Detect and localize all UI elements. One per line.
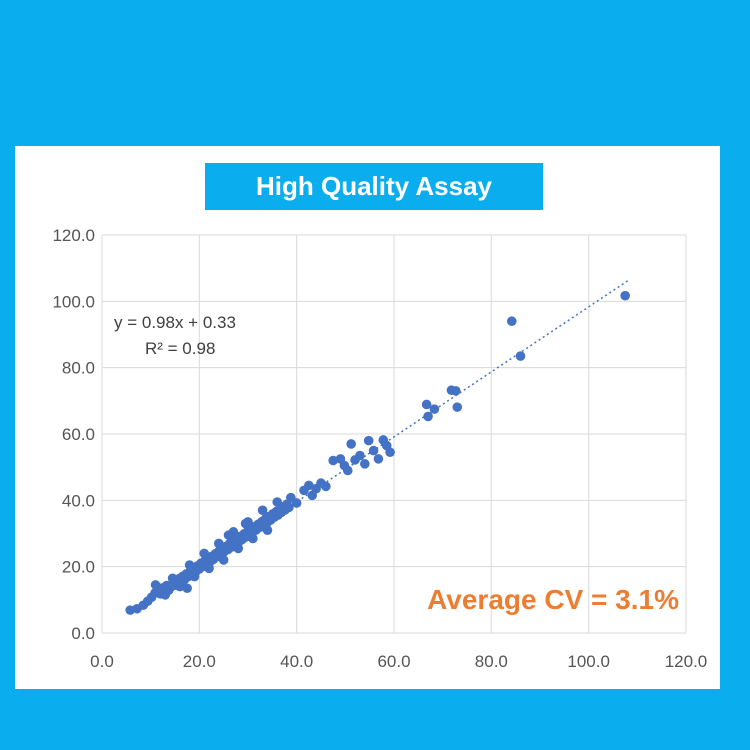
data-point	[346, 439, 356, 449]
data-point	[214, 538, 224, 549]
x-tick-label: 0.0	[90, 652, 114, 671]
data-point	[223, 530, 234, 540]
data-point	[515, 351, 526, 361]
data-point	[421, 399, 432, 410]
data-point	[189, 571, 200, 582]
x-tick-label: 40.0	[280, 652, 313, 671]
x-tick-label: 100.0	[567, 652, 610, 671]
data-points	[125, 290, 630, 615]
data-point	[284, 502, 294, 513]
data-point	[175, 581, 185, 592]
data-point	[451, 386, 461, 396]
scatter-plot: 0.0 20.0 40.0 60.0 80.0 100.0 120.0 0.0 20.0 40.…	[52, 226, 707, 671]
data-point	[452, 402, 463, 412]
y-tick-label: 40.0	[62, 491, 95, 510]
data-point	[150, 580, 161, 590]
y-tick-label: 100.0	[52, 292, 95, 311]
data-point	[342, 465, 353, 476]
x-tick-label: 120.0	[665, 652, 708, 671]
y-tick-label: 120.0	[52, 226, 95, 245]
y-tick-label: 80.0	[62, 359, 95, 378]
x-tick-label: 80.0	[475, 652, 508, 671]
data-point	[160, 590, 171, 600]
data-point	[218, 555, 229, 565]
data-point	[506, 316, 517, 327]
data-point	[355, 450, 365, 461]
data-point	[360, 459, 370, 469]
data-point	[291, 498, 302, 508]
x-axis-ticks: 0.0 20.0 40.0 60.0 80.0 100.0 120.0	[90, 652, 707, 671]
data-point	[257, 505, 268, 516]
data-point	[368, 445, 379, 456]
x-tick-label: 20.0	[183, 652, 216, 671]
y-tick-label: 0.0	[71, 624, 95, 643]
y-axis-ticks: 0.0 20.0 40.0 60.0 80.0 100.0 120.0	[52, 226, 95, 643]
chart-title: High Quality Assay	[205, 163, 543, 210]
data-point	[328, 455, 338, 466]
data-point	[321, 481, 331, 492]
y-tick-label: 20.0	[62, 558, 95, 577]
data-point	[385, 447, 395, 458]
data-point	[248, 533, 258, 544]
y-tick-label: 60.0	[62, 425, 95, 444]
trendline-equation: y = 0.98x + 0.33	[114, 313, 236, 332]
data-point	[204, 563, 214, 574]
data-point	[182, 583, 192, 594]
data-point	[272, 497, 283, 507]
data-point	[363, 435, 374, 446]
data-point	[199, 548, 209, 559]
r-squared-label: R² = 0.98	[145, 339, 215, 358]
data-point	[262, 525, 273, 535]
average-cv-annotation: Average CV = 3.1%	[427, 584, 679, 615]
grid-lines	[101, 234, 687, 634]
data-point	[167, 573, 178, 584]
data-point	[423, 411, 433, 422]
data-point	[240, 518, 251, 529]
data-point	[429, 404, 440, 414]
x-tick-label: 60.0	[377, 652, 410, 671]
data-point	[184, 560, 195, 570]
chart-card: High Quality Assay 0.0 20.0 40.0 60.0 80.0 10…	[15, 146, 720, 689]
data-point	[620, 290, 630, 301]
data-point	[233, 543, 244, 554]
data-point	[304, 480, 314, 491]
data-point	[373, 454, 384, 464]
